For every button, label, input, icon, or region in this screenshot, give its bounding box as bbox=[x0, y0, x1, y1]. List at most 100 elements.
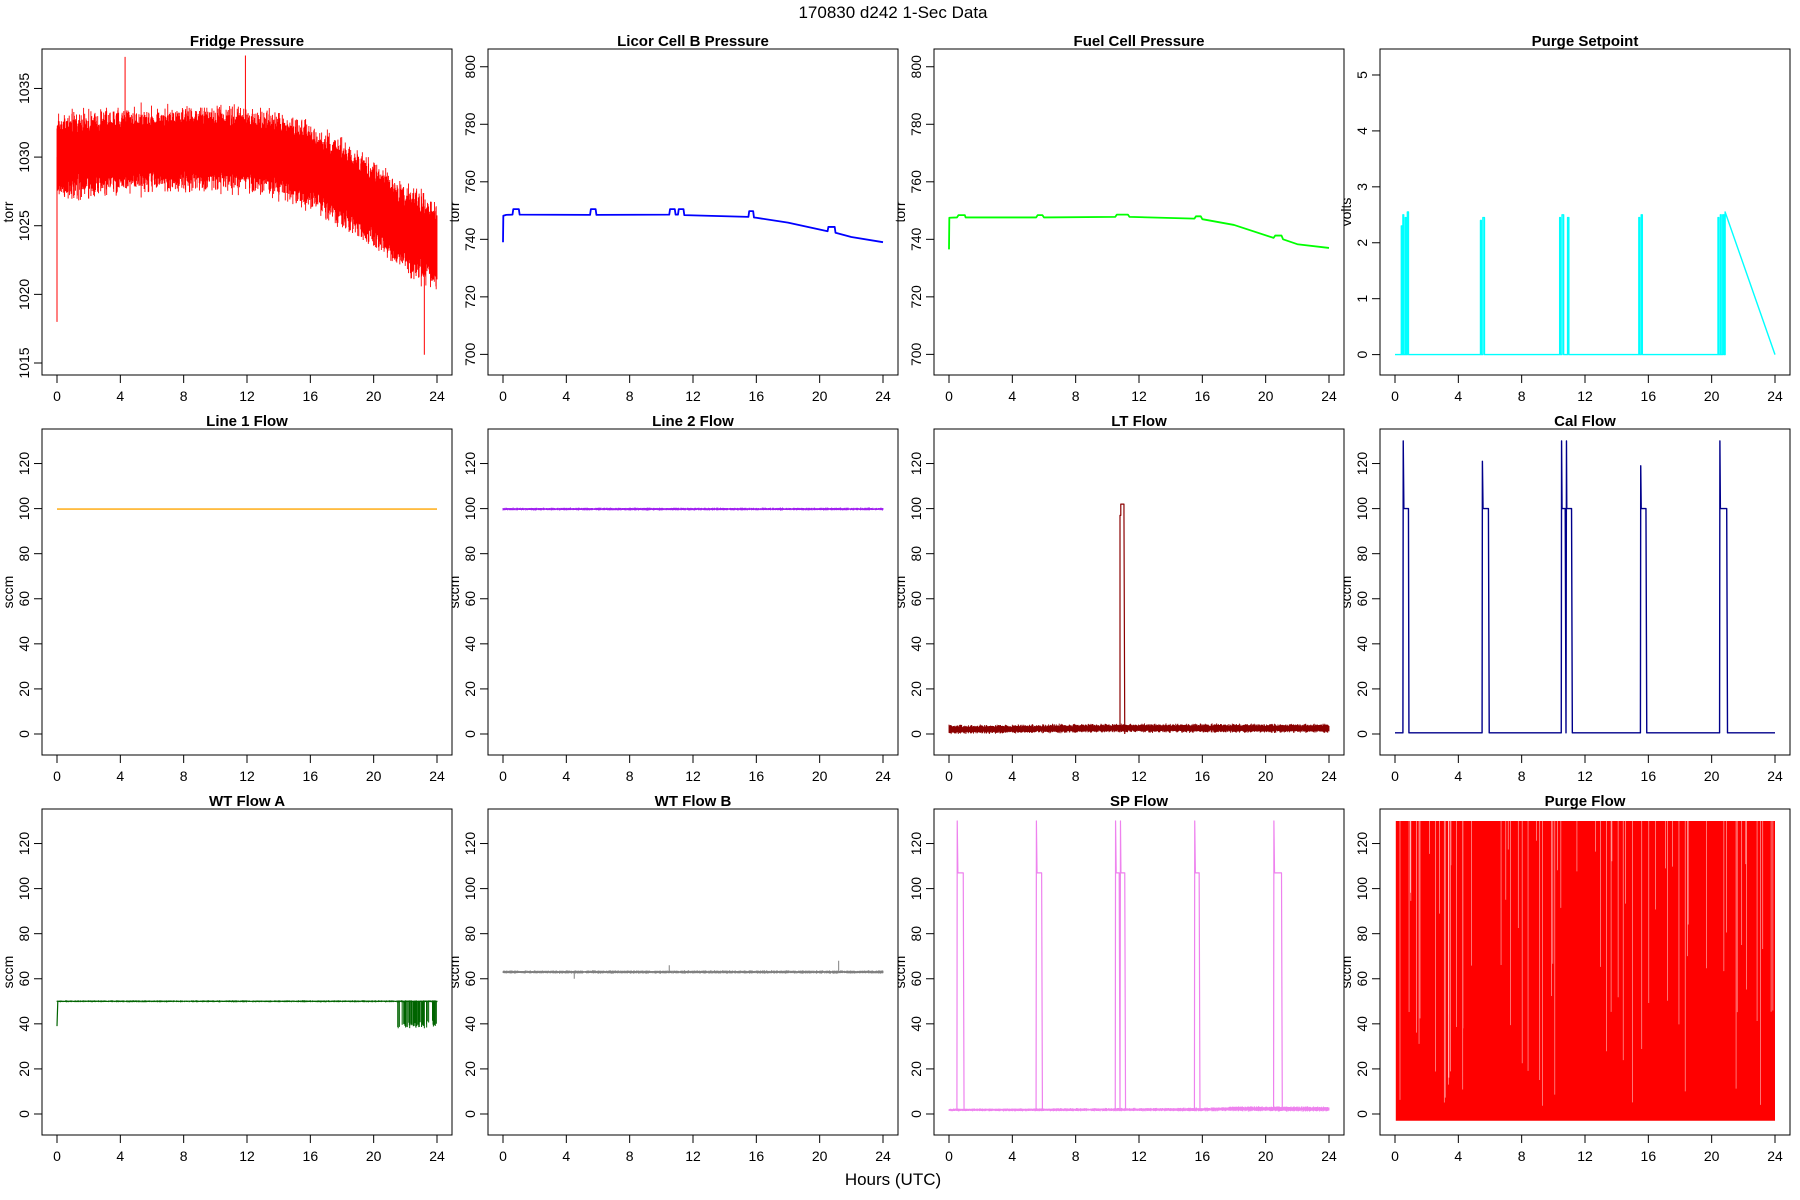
y-tick-label: 0 bbox=[16, 1110, 32, 1118]
y-tick-label: 100 bbox=[462, 877, 478, 901]
y-tick-label: 1030 bbox=[16, 141, 32, 172]
panel: Fridge Pressure 0 4 8 12 16 20 24 1015 1020 1025 10… bbox=[0, 33, 453, 404]
x-tick-label: 12 bbox=[685, 1148, 701, 1164]
y-tick-label: 80 bbox=[1354, 546, 1370, 562]
panel: Line 1 Flow 0 4 8 12 16 20 24 0 20 40 60 80 100 120 scc… bbox=[0, 413, 453, 784]
x-tick-label: 16 bbox=[749, 1148, 765, 1164]
y-tick-label: 60 bbox=[16, 591, 32, 607]
panel: LT Flow 0 4 8 12 16 20 24 0 20 40 60 80 100 120 sccm bbox=[892, 413, 1345, 784]
panel: Line 2 Flow 0 4 8 12 16 20 24 0 20 40 60 80 100 120 scc… bbox=[446, 413, 899, 784]
series-dropouts bbox=[397, 1001, 437, 1029]
panel: Licor Cell B Pressure 0 4 8 12 16 20 24 700 720 74… bbox=[446, 33, 899, 404]
y-tick-label: 1020 bbox=[16, 279, 32, 310]
y-tick-label: 0 bbox=[462, 730, 478, 738]
y-tick-label: 60 bbox=[16, 971, 32, 987]
x-tick-label: 24 bbox=[1767, 388, 1783, 404]
x-tick-label: 8 bbox=[1518, 388, 1526, 404]
panel-title: Fridge Pressure bbox=[190, 33, 304, 50]
x-tick-label: 24 bbox=[429, 388, 445, 404]
y-tick-label: 120 bbox=[908, 832, 924, 856]
series-line bbox=[948, 213, 1330, 250]
x-tick-label: 16 bbox=[303, 768, 319, 784]
x-tick-label: 24 bbox=[875, 388, 891, 404]
x-tick-label: 20 bbox=[366, 388, 382, 404]
y-tick-label: 5 bbox=[1354, 71, 1370, 79]
x-tick-label: 16 bbox=[1195, 768, 1211, 784]
y-tick-label: 1025 bbox=[16, 210, 32, 241]
y-tick-label: 3 bbox=[1354, 183, 1370, 191]
series-line bbox=[948, 723, 1330, 735]
panel: WT Flow B 0 4 8 12 16 20 24 0 20 40 60 80 100 120 sccm bbox=[446, 793, 899, 1164]
x-tick-label: 0 bbox=[1391, 768, 1399, 784]
y-tick-label: 40 bbox=[908, 1016, 924, 1032]
panel-title: Purge Flow bbox=[1545, 793, 1626, 810]
y-axis-label: sccm bbox=[1338, 576, 1354, 609]
y-tick-label: 60 bbox=[908, 591, 924, 607]
series-line bbox=[56, 102, 438, 290]
y-tick-label: 60 bbox=[908, 971, 924, 987]
x-tick-label: 8 bbox=[1072, 768, 1080, 784]
x-tick-label: 20 bbox=[1258, 768, 1274, 784]
series-fill bbox=[1395, 821, 1775, 1121]
y-axis-label: sccm bbox=[892, 956, 908, 989]
x-tick-label: 4 bbox=[562, 388, 570, 404]
y-tick-label: 700 bbox=[462, 342, 478, 366]
x-tick-label: 24 bbox=[1321, 768, 1337, 784]
series-line bbox=[56, 1000, 59, 1027]
y-tick-label: 20 bbox=[1354, 1061, 1370, 1077]
y-tick-label: 0 bbox=[908, 730, 924, 738]
y-axis-label: sccm bbox=[0, 956, 16, 989]
y-tick-label: 80 bbox=[16, 546, 32, 562]
series-gaps bbox=[1399, 821, 1774, 1106]
panel: Cal Flow 0 4 8 12 16 20 24 0 20 40 60 80 100 120 sccm bbox=[1338, 413, 1791, 784]
y-tick-label: 1035 bbox=[16, 73, 32, 104]
panel: Fuel Cell Pressure 0 4 8 12 16 20 24 700 720 740 76… bbox=[892, 33, 1345, 404]
y-tick-label: 40 bbox=[462, 636, 478, 652]
x-tick-label: 16 bbox=[303, 388, 319, 404]
x-tick-label: 24 bbox=[429, 1148, 445, 1164]
series-spike bbox=[573, 960, 840, 979]
y-tick-label: 20 bbox=[908, 1061, 924, 1077]
y-axis-label: torr bbox=[892, 201, 908, 222]
y-tick-label: 60 bbox=[1354, 591, 1370, 607]
x-tick-label: 4 bbox=[1008, 388, 1016, 404]
x-tick-label: 4 bbox=[1454, 1148, 1462, 1164]
y-tick-label: 780 bbox=[462, 112, 478, 136]
y-tick-label: 100 bbox=[462, 497, 478, 521]
y-axis-label: torr bbox=[446, 201, 462, 222]
y-tick-label: 80 bbox=[908, 546, 924, 562]
y-tick-label: 760 bbox=[462, 170, 478, 194]
x-tick-label: 20 bbox=[1258, 388, 1274, 404]
x-tick-label: 12 bbox=[1131, 388, 1147, 404]
x-tick-label: 16 bbox=[1195, 1148, 1211, 1164]
x-tick-label: 4 bbox=[116, 1148, 124, 1164]
x-tick-label: 16 bbox=[749, 388, 765, 404]
x-tick-label: 12 bbox=[1577, 388, 1593, 404]
y-tick-label: 700 bbox=[908, 342, 924, 366]
x-tick-label: 4 bbox=[1454, 388, 1462, 404]
plot-frame bbox=[1379, 428, 1791, 756]
plot-frame bbox=[1379, 48, 1791, 376]
y-axis-label: sccm bbox=[1338, 956, 1354, 989]
x-tick-label: 24 bbox=[1767, 768, 1783, 784]
x-tick-label: 4 bbox=[562, 768, 570, 784]
y-tick-label: 740 bbox=[908, 227, 924, 251]
y-tick-label: 40 bbox=[1354, 636, 1370, 652]
x-tick-label: 24 bbox=[1767, 1148, 1783, 1164]
x-tick-label: 20 bbox=[812, 388, 828, 404]
x-tick-label: 24 bbox=[875, 768, 891, 784]
data-layer bbox=[502, 960, 884, 979]
y-tick-label: 40 bbox=[1354, 1016, 1370, 1032]
x-tick-label: 16 bbox=[1195, 388, 1211, 404]
y-tick-label: 100 bbox=[16, 497, 32, 521]
y-tick-label: 0 bbox=[1354, 1110, 1370, 1118]
x-tick-label: 4 bbox=[1008, 1148, 1016, 1164]
panel-title: Purge Setpoint bbox=[1532, 33, 1639, 50]
y-tick-label: 120 bbox=[462, 452, 478, 476]
y-axis-label: sccm bbox=[892, 576, 908, 609]
x-tick-label: 12 bbox=[1577, 1148, 1593, 1164]
x-tick-label: 12 bbox=[1131, 1148, 1147, 1164]
y-tick-label: 60 bbox=[462, 591, 478, 607]
y-tick-label: 60 bbox=[1354, 971, 1370, 987]
data-layer bbox=[1395, 821, 1775, 1121]
